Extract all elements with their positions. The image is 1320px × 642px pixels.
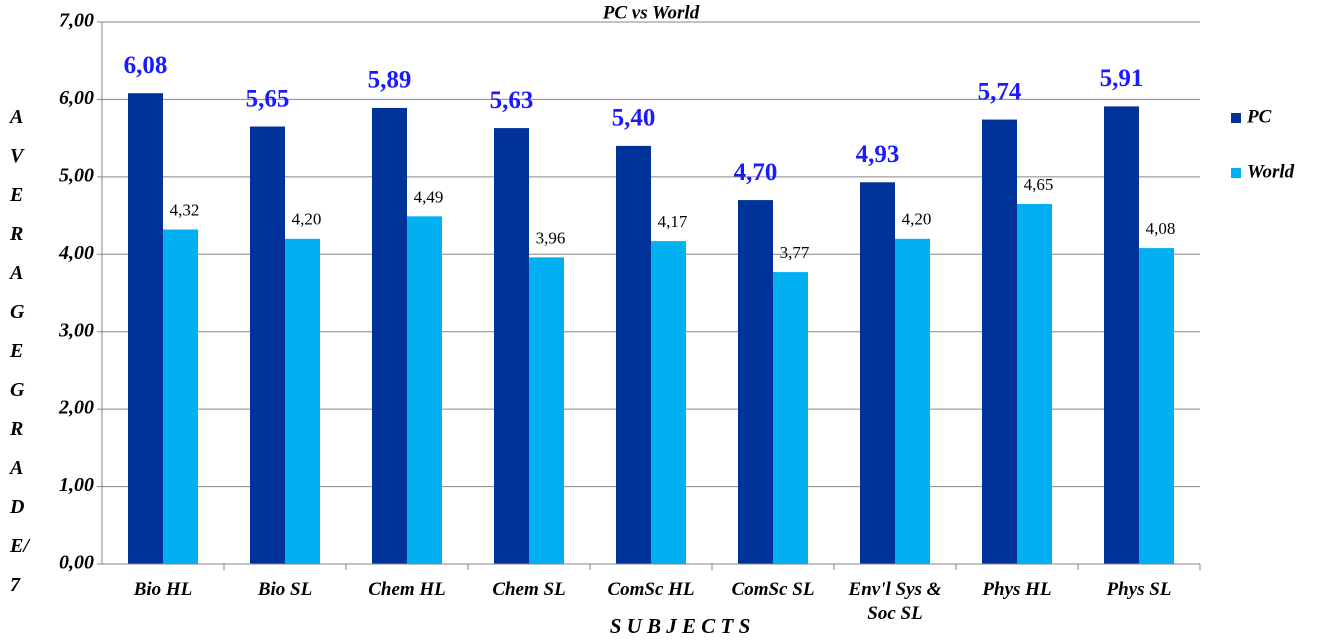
bar [860, 182, 895, 564]
x-tick-label: Chem HL [368, 579, 446, 600]
x-tick-label: ComSc HL [607, 579, 695, 600]
bar [372, 107, 407, 565]
y-tick-label: 4,00 [58, 242, 94, 264]
value-label: 4,70 [734, 159, 778, 186]
value-label: 5,89 [368, 67, 412, 94]
bar [773, 272, 808, 564]
y-tick-label: 5,00 [59, 164, 94, 186]
bar [407, 216, 442, 565]
x-tick-label: Phys SL [1106, 579, 1172, 600]
legend-swatch [1231, 113, 1241, 123]
legend-swatch [1231, 168, 1241, 178]
value-label: 4,32 [170, 200, 200, 219]
value-label: 4,65 [1024, 175, 1054, 194]
value-label: 4,93 [856, 141, 900, 168]
bar [1104, 106, 1139, 564]
value-label: 4,20 [902, 210, 932, 229]
value-label: 5,65 [246, 85, 290, 112]
y-tick-label: 2,00 [58, 397, 94, 419]
bar [163, 229, 198, 564]
value-label: 5,40 [612, 105, 656, 132]
bar [895, 238, 930, 565]
x-tick-label: ComSc SL [731, 579, 815, 600]
bar [250, 126, 285, 565]
value-label: 6,08 [124, 52, 168, 79]
x-tick-label: Env'l Sys & Soc SL [848, 579, 942, 624]
y-axis-title: AVERAGE GRADE/7 [10, 106, 29, 596]
x-tick-label: Bio SL [257, 579, 313, 600]
bar [738, 200, 773, 565]
bar [529, 257, 564, 564]
x-tick-label: Bio HL [133, 579, 193, 600]
bar [494, 128, 529, 564]
x-axis-title: S U B J E C T S [610, 614, 751, 638]
x-tick-label: Chem SL [492, 579, 566, 600]
value-label: 5,91 [1100, 65, 1144, 92]
bar [285, 238, 320, 565]
bar [616, 145, 651, 564]
value-label: 4,17 [658, 212, 688, 231]
value-label: 4,20 [292, 210, 322, 229]
value-label: 3,77 [780, 243, 810, 262]
bar [982, 119, 1017, 564]
value-label: 3,96 [536, 228, 566, 247]
x-tick-label: Phys HL [982, 579, 1052, 600]
y-tick-label: 7,00 [59, 10, 94, 32]
bar [128, 93, 163, 564]
y-tick-label: 6,00 [59, 87, 94, 109]
value-label: 5,63 [490, 87, 534, 114]
bar [1139, 248, 1174, 564]
bar [1017, 203, 1052, 564]
chart-title: PC vs World [602, 2, 700, 23]
y-tick-label: 1,00 [59, 474, 94, 496]
value-label: 4,49 [414, 187, 444, 206]
y-tick-label: 0,00 [59, 552, 94, 574]
legend-label: World [1247, 161, 1295, 182]
y-tick-label: 3,00 [58, 319, 94, 341]
bar [651, 241, 686, 564]
value-label: 5,74 [978, 78, 1022, 105]
value-label: 4,08 [1146, 219, 1176, 238]
legend-label: PC [1246, 106, 1272, 127]
